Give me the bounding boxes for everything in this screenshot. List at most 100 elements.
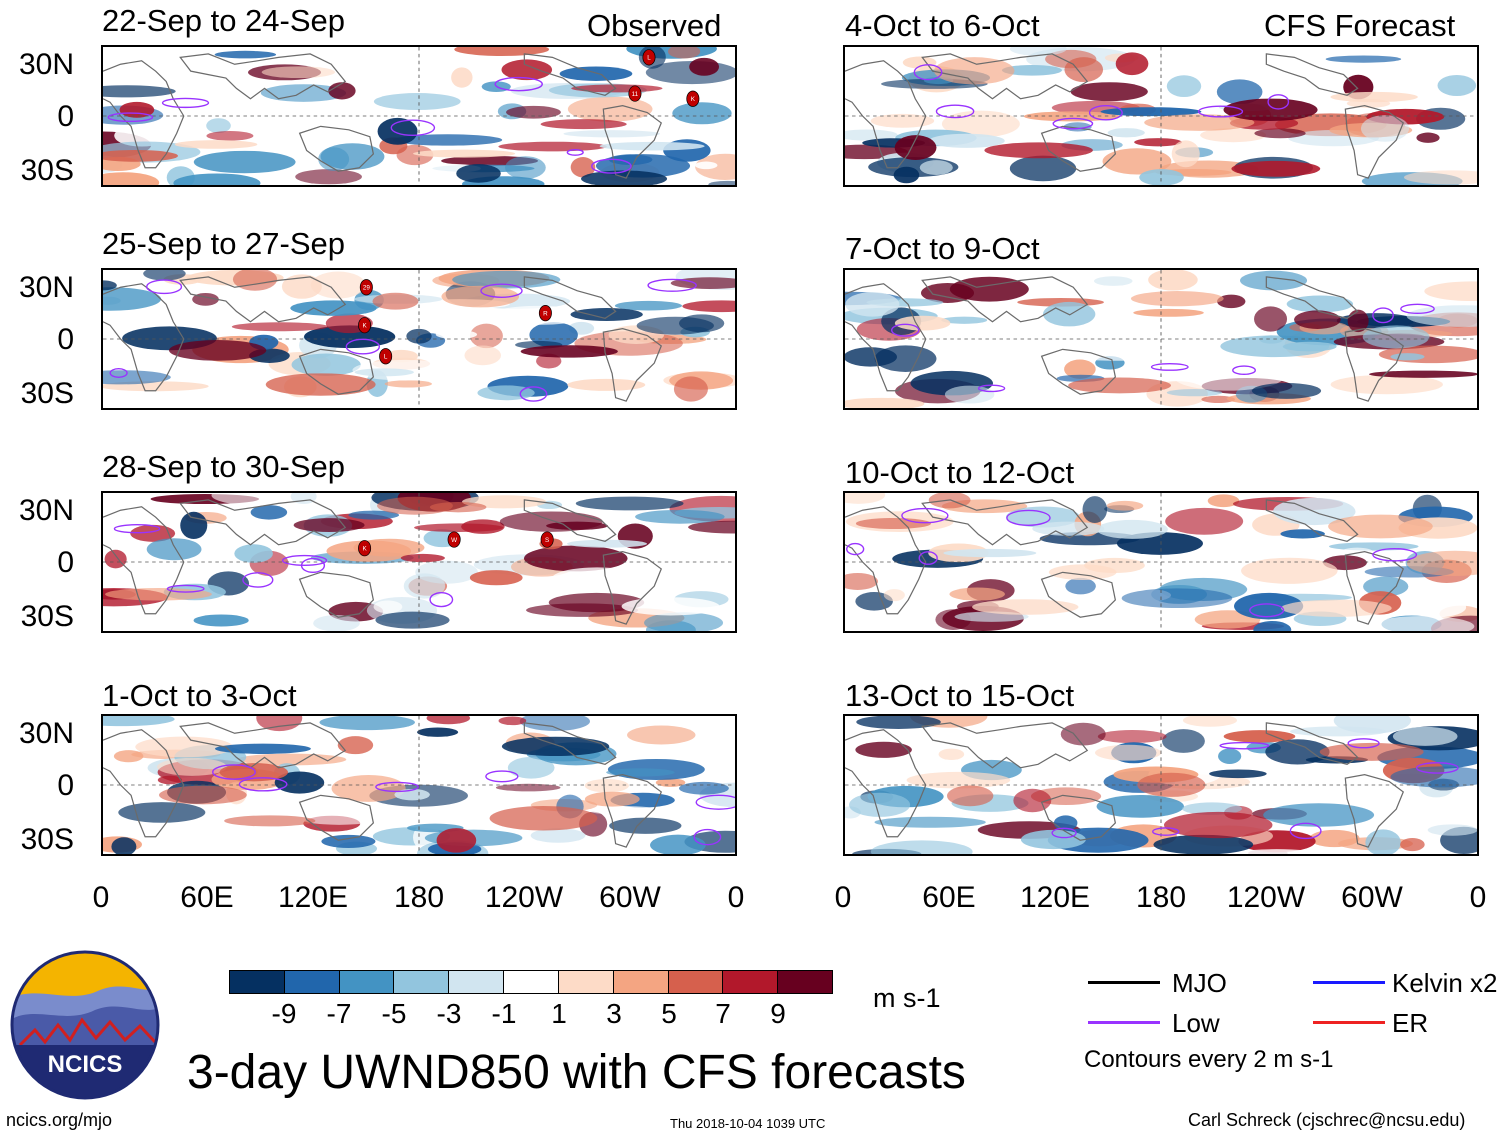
- anomaly-blob: [1053, 815, 1078, 831]
- anomaly-blob: [193, 150, 296, 174]
- low-contour: [375, 781, 419, 793]
- map-panel-3: K W S: [101, 491, 737, 633]
- low-contour: [281, 554, 328, 566]
- anomaly-blob: [143, 270, 186, 281]
- low-contour: [494, 76, 543, 92]
- coastline: [298, 348, 375, 395]
- anomaly-blob: [1353, 496, 1395, 510]
- anomaly-blob: [1064, 359, 1096, 379]
- anomaly-blob: [261, 66, 336, 79]
- lon-tick-label: 120W: [484, 881, 564, 914]
- anomaly-blob: [845, 397, 925, 408]
- coastline: [298, 794, 375, 841]
- anomaly-blob: [1400, 837, 1425, 852]
- low-contour: [695, 794, 735, 810]
- website-link[interactable]: ncics.org/mjo: [6, 1110, 113, 1130]
- low-contour: [390, 119, 436, 137]
- anomaly-blob: [856, 716, 941, 729]
- anomaly-blob: [682, 300, 735, 313]
- anomaly-blob: [310, 271, 366, 299]
- anomaly-blob: [1171, 140, 1200, 168]
- low-contour: [901, 507, 949, 524]
- anomaly-blob: [870, 840, 973, 854]
- colorbar-tick: 5: [661, 998, 677, 1029]
- anomaly-blob: [417, 727, 459, 737]
- anomaly-blob: [281, 274, 322, 299]
- anomaly-blob: [1134, 138, 1182, 147]
- anomaly-blob: [526, 603, 639, 617]
- anomaly-blob: [1319, 742, 1424, 761]
- anomaly-blob: [1390, 353, 1425, 361]
- coastline: [921, 276, 1089, 323]
- anomaly-blob: [570, 307, 643, 322]
- lon-tick-label: 120W: [1226, 881, 1306, 914]
- panel-title-2: 25-Sep to 27-Sep: [102, 226, 346, 261]
- anomaly-blob: [571, 84, 663, 93]
- anomaly-blob: [551, 567, 643, 591]
- anomaly-blob: [1217, 294, 1246, 309]
- anomaly-blob: [1209, 769, 1267, 779]
- low-contour: [1088, 104, 1123, 121]
- anomaly-blob: [1200, 128, 1267, 143]
- colorbar-tick: 3: [606, 998, 622, 1029]
- anomaly-blob: [874, 345, 937, 372]
- wind-anomaly-field: [845, 270, 1477, 408]
- wind-anomaly-field: [103, 270, 735, 402]
- low-contour: [1152, 827, 1180, 836]
- anomaly-blob: [373, 600, 403, 614]
- anomaly-blob: [498, 716, 527, 726]
- anomaly-blob: [1096, 795, 1184, 818]
- coastline: [523, 722, 617, 765]
- colorbar-swatch: [284, 971, 340, 993]
- anomaly-blob: [413, 149, 516, 158]
- anomaly-blob: [1282, 341, 1337, 352]
- anomaly-blob: [211, 493, 302, 506]
- anomaly-blob: [426, 716, 471, 725]
- coastline: [179, 722, 347, 769]
- timestamp: Thu 2018-10-04 1039 UTC: [670, 1116, 826, 1131]
- storm-marker: [686, 90, 700, 107]
- anomaly-blob: [941, 316, 988, 324]
- storm-label: W: [451, 537, 457, 544]
- anomaly-blob: [688, 520, 735, 534]
- anomaly-blob: [845, 292, 900, 317]
- coastline: [845, 60, 927, 169]
- anomaly-blob: [1231, 160, 1321, 177]
- low-contour: [212, 764, 256, 780]
- colorbar-swatch: [230, 971, 285, 993]
- anomaly-blob: [536, 353, 562, 369]
- panel-title-4: 1-Oct to 3-Oct: [102, 678, 297, 713]
- anomaly-blob: [520, 345, 618, 358]
- anomaly-blob: [488, 305, 589, 325]
- anomaly-blob: [1241, 557, 1338, 584]
- anomaly-blob: [1065, 577, 1096, 595]
- anomaly-blob: [1437, 74, 1477, 96]
- anomaly-blob: [1166, 75, 1202, 98]
- anomaly-blob: [219, 763, 289, 782]
- anomaly-blob: [845, 573, 878, 590]
- anomaly-blob: [173, 173, 261, 185]
- coastline: [103, 729, 185, 838]
- anomaly-blob: [372, 292, 419, 310]
- anomaly-blob: [621, 597, 720, 616]
- anomaly-blob: [928, 133, 1005, 148]
- anomaly-blob: [377, 117, 418, 145]
- anomaly-blob: [708, 180, 735, 185]
- panel-title-7: 10-Oct to 12-Oct: [845, 455, 1075, 490]
- anomaly-blob: [644, 612, 724, 631]
- anomaly-blob: [103, 287, 162, 311]
- colorbar: [229, 970, 833, 994]
- low-contour: [1267, 94, 1290, 110]
- anomaly-blob: [429, 501, 487, 513]
- anomaly-blob: [1100, 107, 1202, 117]
- storm-marker: [358, 317, 372, 334]
- coastline: [1265, 722, 1359, 765]
- legend-label-low: Low: [1172, 1008, 1220, 1038]
- low-contour: [647, 278, 697, 292]
- lat-label-30n: 30N: [18, 48, 74, 81]
- storm-marker: [642, 49, 656, 66]
- anomaly-blob: [436, 828, 477, 853]
- coastline: [921, 53, 1089, 100]
- lat-label-30s: 30S: [20, 154, 74, 187]
- lat-label-eq: 0: [57, 546, 74, 579]
